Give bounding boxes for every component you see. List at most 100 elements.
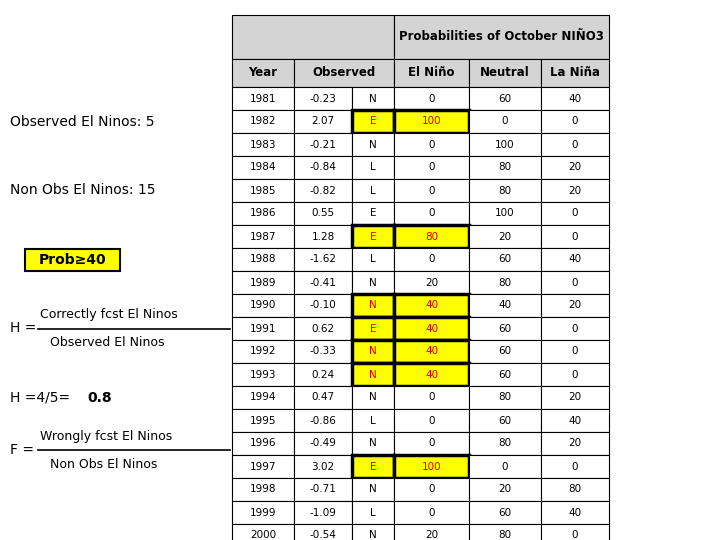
Text: 0: 0	[428, 438, 435, 449]
Text: 0: 0	[428, 484, 435, 495]
Text: 0.62: 0.62	[312, 323, 335, 334]
Text: N: N	[369, 93, 377, 104]
Bar	[394, 455, 469, 478]
Bar	[352, 478, 394, 501]
Bar	[541, 455, 609, 478]
Text: 1999: 1999	[250, 508, 276, 517]
Bar	[541, 271, 609, 294]
Bar	[232, 501, 294, 524]
Bar	[232, 340, 294, 363]
Bar	[541, 363, 609, 386]
Text: 100: 100	[422, 117, 441, 126]
Bar	[541, 501, 609, 524]
Text: L: L	[370, 415, 376, 426]
Bar	[541, 202, 609, 225]
Bar	[352, 340, 394, 363]
Bar	[294, 501, 352, 524]
Text: 0: 0	[428, 393, 435, 402]
Bar	[232, 59, 294, 87]
Text: 40: 40	[498, 300, 512, 310]
Text: -0.49: -0.49	[310, 438, 336, 449]
Text: 1995: 1995	[250, 415, 276, 426]
Text: Non Obs El Ninos: Non Obs El Ninos	[50, 458, 158, 471]
Bar	[352, 271, 394, 294]
Bar	[352, 294, 394, 317]
Bar	[469, 248, 541, 271]
Bar	[352, 87, 394, 110]
Text: L: L	[370, 186, 376, 195]
Text: 1986: 1986	[250, 208, 276, 219]
Bar	[394, 386, 469, 409]
Text: 20: 20	[568, 163, 582, 172]
Text: 1985: 1985	[250, 186, 276, 195]
Bar	[294, 59, 394, 87]
Text: E: E	[370, 323, 377, 334]
Bar	[469, 110, 541, 133]
Bar	[394, 271, 469, 294]
Text: 60: 60	[498, 369, 512, 380]
Bar	[394, 363, 469, 386]
Bar	[352, 501, 394, 524]
Text: Observed El Ninos: Observed El Ninos	[50, 336, 164, 349]
Bar	[541, 317, 609, 340]
Text: -1.62: -1.62	[310, 254, 336, 265]
Bar	[394, 156, 469, 179]
Bar	[232, 271, 294, 294]
Text: 0.8: 0.8	[87, 390, 112, 404]
Bar	[294, 363, 352, 386]
Bar	[352, 340, 394, 363]
Bar	[469, 455, 541, 478]
Text: 0.55: 0.55	[312, 208, 335, 219]
Bar	[541, 225, 609, 248]
Text: N: N	[369, 438, 377, 449]
Text: 100: 100	[495, 208, 515, 219]
Text: 0: 0	[428, 139, 435, 150]
Bar	[294, 386, 352, 409]
Bar	[394, 202, 469, 225]
Text: 20: 20	[568, 438, 582, 449]
Bar	[352, 409, 394, 432]
Bar	[352, 110, 394, 133]
Text: 0: 0	[572, 347, 578, 356]
Bar	[469, 478, 541, 501]
Text: E: E	[370, 208, 377, 219]
Text: 80: 80	[498, 438, 512, 449]
Text: 0: 0	[572, 530, 578, 540]
Bar	[232, 455, 294, 478]
Bar	[394, 501, 469, 524]
Bar	[294, 478, 352, 501]
Bar	[394, 133, 469, 156]
Text: 0.47: 0.47	[312, 393, 335, 402]
Bar	[352, 317, 394, 340]
Bar	[352, 317, 394, 340]
Text: H =4/5=: H =4/5=	[10, 390, 70, 404]
Text: 20: 20	[498, 484, 512, 495]
Text: -0.33: -0.33	[310, 347, 336, 356]
Bar	[352, 133, 394, 156]
Bar	[541, 478, 609, 501]
Text: 1981: 1981	[250, 93, 276, 104]
Bar	[294, 317, 352, 340]
Bar	[352, 225, 394, 248]
Text: 20: 20	[568, 393, 582, 402]
Bar	[232, 317, 294, 340]
Bar	[294, 179, 352, 202]
Bar	[232, 110, 294, 133]
Text: 1992: 1992	[250, 347, 276, 356]
Text: -0.10: -0.10	[310, 300, 336, 310]
Text: -1.09: -1.09	[310, 508, 336, 517]
Text: 20: 20	[498, 232, 512, 241]
Bar	[469, 317, 541, 340]
Bar	[294, 271, 352, 294]
Text: 40: 40	[568, 508, 582, 517]
Text: H =: H =	[10, 321, 37, 335]
Bar	[394, 15, 609, 59]
Bar	[232, 133, 294, 156]
Text: 80: 80	[498, 278, 512, 287]
Text: 40: 40	[568, 93, 582, 104]
Text: N: N	[369, 300, 377, 310]
Bar	[394, 225, 469, 248]
Bar	[541, 340, 609, 363]
Text: 60: 60	[498, 347, 512, 356]
Text: 80: 80	[425, 232, 438, 241]
